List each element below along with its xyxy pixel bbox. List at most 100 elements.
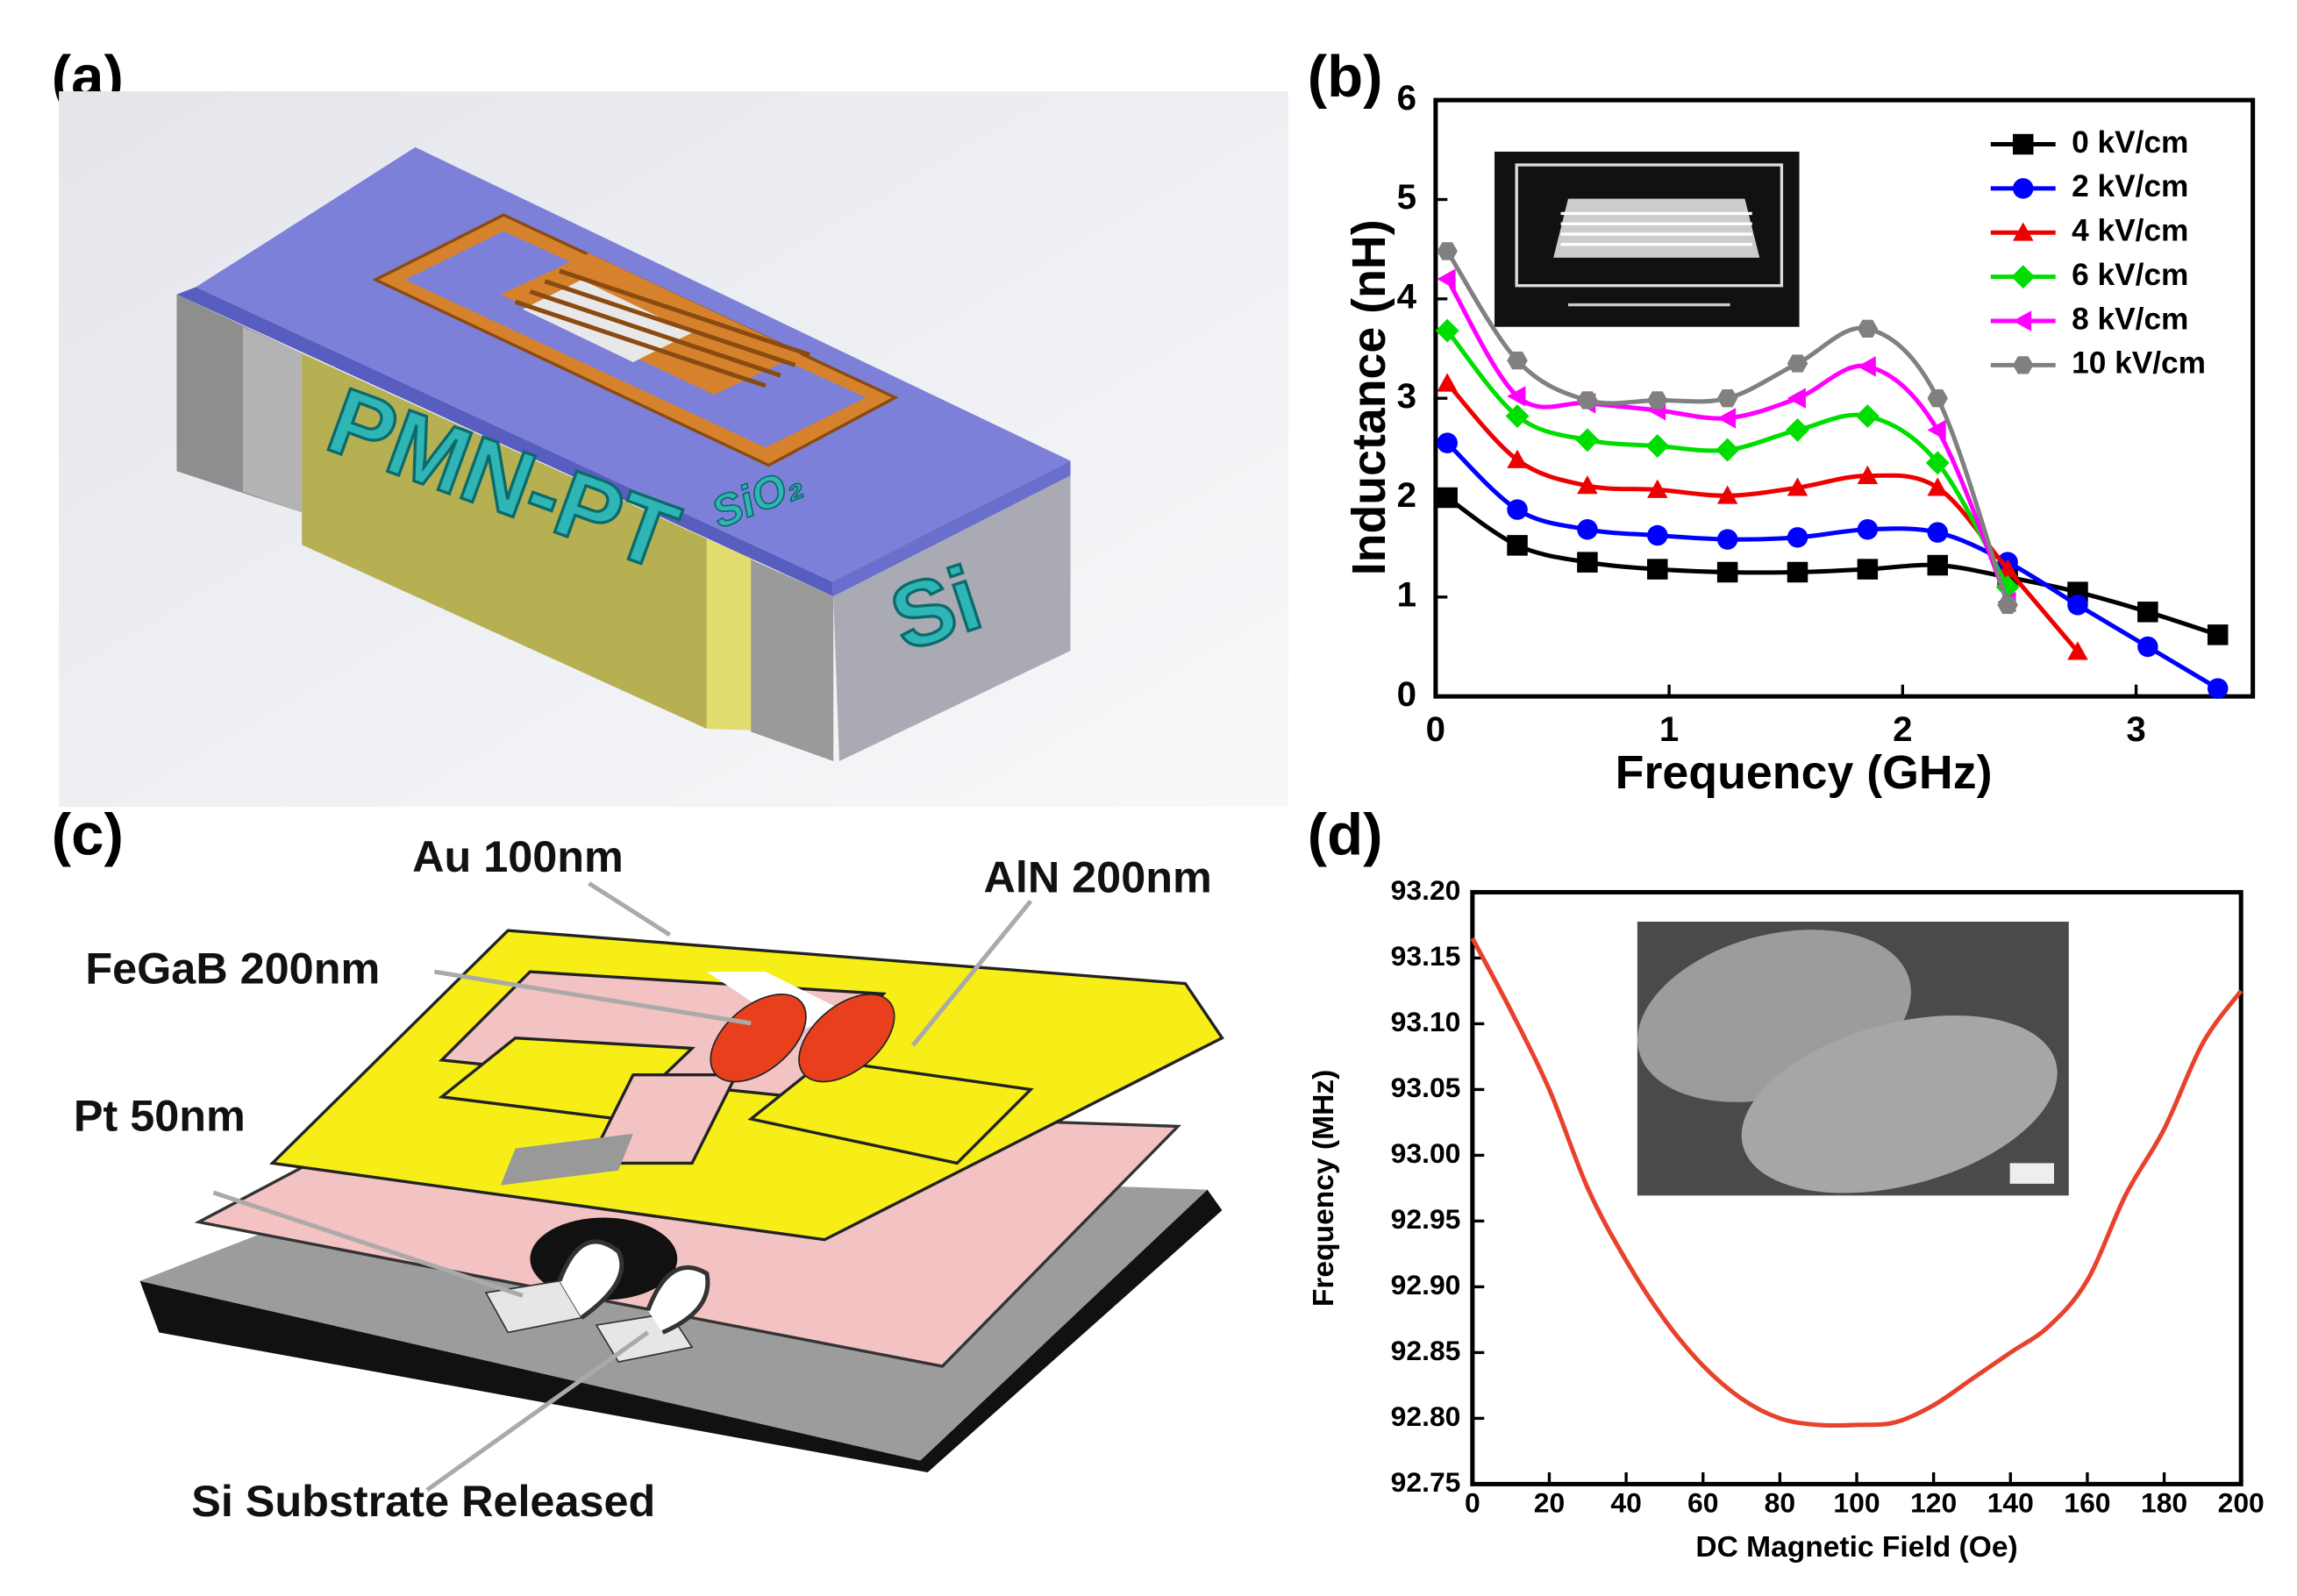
marker bbox=[1787, 527, 1808, 548]
x-tick-label: 2 bbox=[1893, 709, 1912, 749]
marker bbox=[1507, 499, 1528, 520]
y-tick-label: 93.00 bbox=[1391, 1137, 1461, 1169]
series-line bbox=[1445, 495, 2219, 638]
legend-marker bbox=[2012, 222, 2034, 241]
y-axis-label: Inductance (nH) bbox=[1343, 219, 1395, 575]
marker bbox=[1575, 428, 1600, 452]
marker bbox=[2067, 641, 2088, 660]
legend-label: 10 kV/cm bbox=[2072, 346, 2206, 381]
x-tick-label: 40 bbox=[1610, 1486, 1641, 1518]
y-tick-label: 92.75 bbox=[1391, 1466, 1461, 1498]
marker bbox=[1997, 595, 2018, 615]
series-line bbox=[1445, 381, 2079, 653]
legend-label: 2 kV/cm bbox=[2072, 169, 2188, 203]
marker bbox=[1927, 419, 1946, 441]
x-axis-label: DC Magnetic Field (Oe) bbox=[1695, 1531, 2017, 1564]
marker bbox=[1716, 438, 1740, 462]
x-tick-label: 0 bbox=[1465, 1486, 1480, 1518]
marker bbox=[1857, 465, 1879, 484]
marker bbox=[1927, 522, 1948, 543]
x-tick-label: 80 bbox=[1765, 1486, 1795, 1518]
legend-label: 6 kV/cm bbox=[2072, 258, 2188, 292]
marker bbox=[1647, 391, 1668, 410]
marker bbox=[2207, 624, 2229, 645]
marker bbox=[1437, 373, 1458, 392]
marker bbox=[1577, 552, 1598, 573]
series-line bbox=[1445, 441, 2219, 691]
legend-label: 8 kV/cm bbox=[2072, 302, 2188, 336]
layer-label: Pt 50nm bbox=[74, 1090, 246, 1140]
y-tick-label: 93.05 bbox=[1391, 1072, 1461, 1103]
y-tick-label: 93.20 bbox=[1391, 874, 1461, 906]
marker bbox=[1437, 432, 1458, 453]
marker bbox=[1927, 477, 1948, 496]
marker bbox=[1857, 356, 1876, 377]
layer-label: AlN 200nm bbox=[983, 851, 1211, 901]
marker bbox=[1787, 388, 1806, 409]
legend-marker bbox=[2012, 356, 2034, 374]
x-tick-label: 100 bbox=[1833, 1486, 1880, 1518]
marker bbox=[1507, 535, 1528, 556]
marker bbox=[1716, 529, 1738, 550]
y-tick-label: 92.95 bbox=[1391, 1203, 1461, 1235]
x-tick-label: 3 bbox=[2126, 709, 2145, 749]
marker bbox=[1716, 408, 1737, 429]
panel-label: (c) bbox=[52, 802, 124, 868]
marker bbox=[1787, 477, 1808, 496]
marker bbox=[1505, 404, 1530, 428]
legend-marker bbox=[2011, 265, 2036, 289]
marker bbox=[1647, 479, 1668, 498]
y-axis-label: Frequency (MHz) bbox=[1308, 1070, 1340, 1307]
panel-label: (d) bbox=[1308, 802, 1383, 868]
y-tick-label: 1 bbox=[1397, 574, 1416, 614]
x-tick-label: 20 bbox=[1534, 1486, 1565, 1518]
x-tick-label: 60 bbox=[1687, 1486, 1718, 1518]
marker bbox=[1647, 524, 1668, 546]
x-tick-label: 120 bbox=[1910, 1486, 1957, 1518]
marker bbox=[1857, 319, 1879, 338]
x-tick-label: 0 bbox=[1426, 709, 1445, 749]
panel-label: (b) bbox=[1308, 44, 1383, 110]
marker bbox=[1577, 475, 1598, 495]
legend-marker bbox=[2012, 133, 2034, 155]
marker bbox=[1855, 404, 1880, 428]
layer-label: FeGaB 200nm bbox=[85, 943, 380, 993]
inset-image bbox=[1637, 922, 2069, 1196]
y-tick-label: 5 bbox=[1397, 177, 1416, 217]
series-line bbox=[1470, 937, 2243, 1429]
x-tick-label: 180 bbox=[2141, 1486, 2187, 1518]
marker bbox=[1786, 417, 1809, 442]
marker bbox=[1716, 485, 1738, 504]
marker bbox=[2137, 602, 2158, 623]
marker bbox=[1437, 268, 1456, 289]
legend-marker bbox=[2012, 310, 2032, 331]
layer-label: Si Substrate Released bbox=[191, 1476, 655, 1526]
marker bbox=[1716, 561, 1738, 583]
legend-label: 0 kV/cm bbox=[2072, 125, 2188, 160]
legend-marker bbox=[2012, 178, 2034, 199]
marker bbox=[2207, 678, 2229, 699]
y-tick-label: 92.85 bbox=[1391, 1335, 1461, 1366]
marker bbox=[1787, 561, 1808, 583]
y-tick-label: 2 bbox=[1397, 475, 1416, 515]
y-tick-label: 92.80 bbox=[1391, 1400, 1461, 1432]
marker bbox=[1647, 559, 1668, 580]
marker bbox=[1437, 487, 1458, 509]
marker bbox=[1927, 554, 1948, 576]
y-tick-label: 3 bbox=[1397, 376, 1416, 416]
marker bbox=[1787, 354, 1808, 373]
marker bbox=[2067, 595, 2088, 616]
device-layers: Au 100nm AlN 200nm FeGaB 200nm Pt 50nm S… bbox=[74, 831, 1224, 1526]
y-tick-label: 92.90 bbox=[1391, 1269, 1461, 1300]
layer-label: Au 100nm bbox=[412, 831, 624, 881]
marker bbox=[1716, 388, 1738, 408]
inset-image bbox=[1494, 151, 1800, 327]
marker bbox=[1577, 519, 1598, 540]
marker bbox=[1857, 559, 1879, 580]
marker bbox=[1927, 388, 1948, 408]
y-tick-label: 93.15 bbox=[1391, 940, 1461, 972]
y-tick-label: 93.10 bbox=[1391, 1006, 1461, 1037]
y-tick-label: 0 bbox=[1397, 674, 1416, 714]
x-axis-label: Frequency (GHz) bbox=[1616, 746, 1993, 799]
